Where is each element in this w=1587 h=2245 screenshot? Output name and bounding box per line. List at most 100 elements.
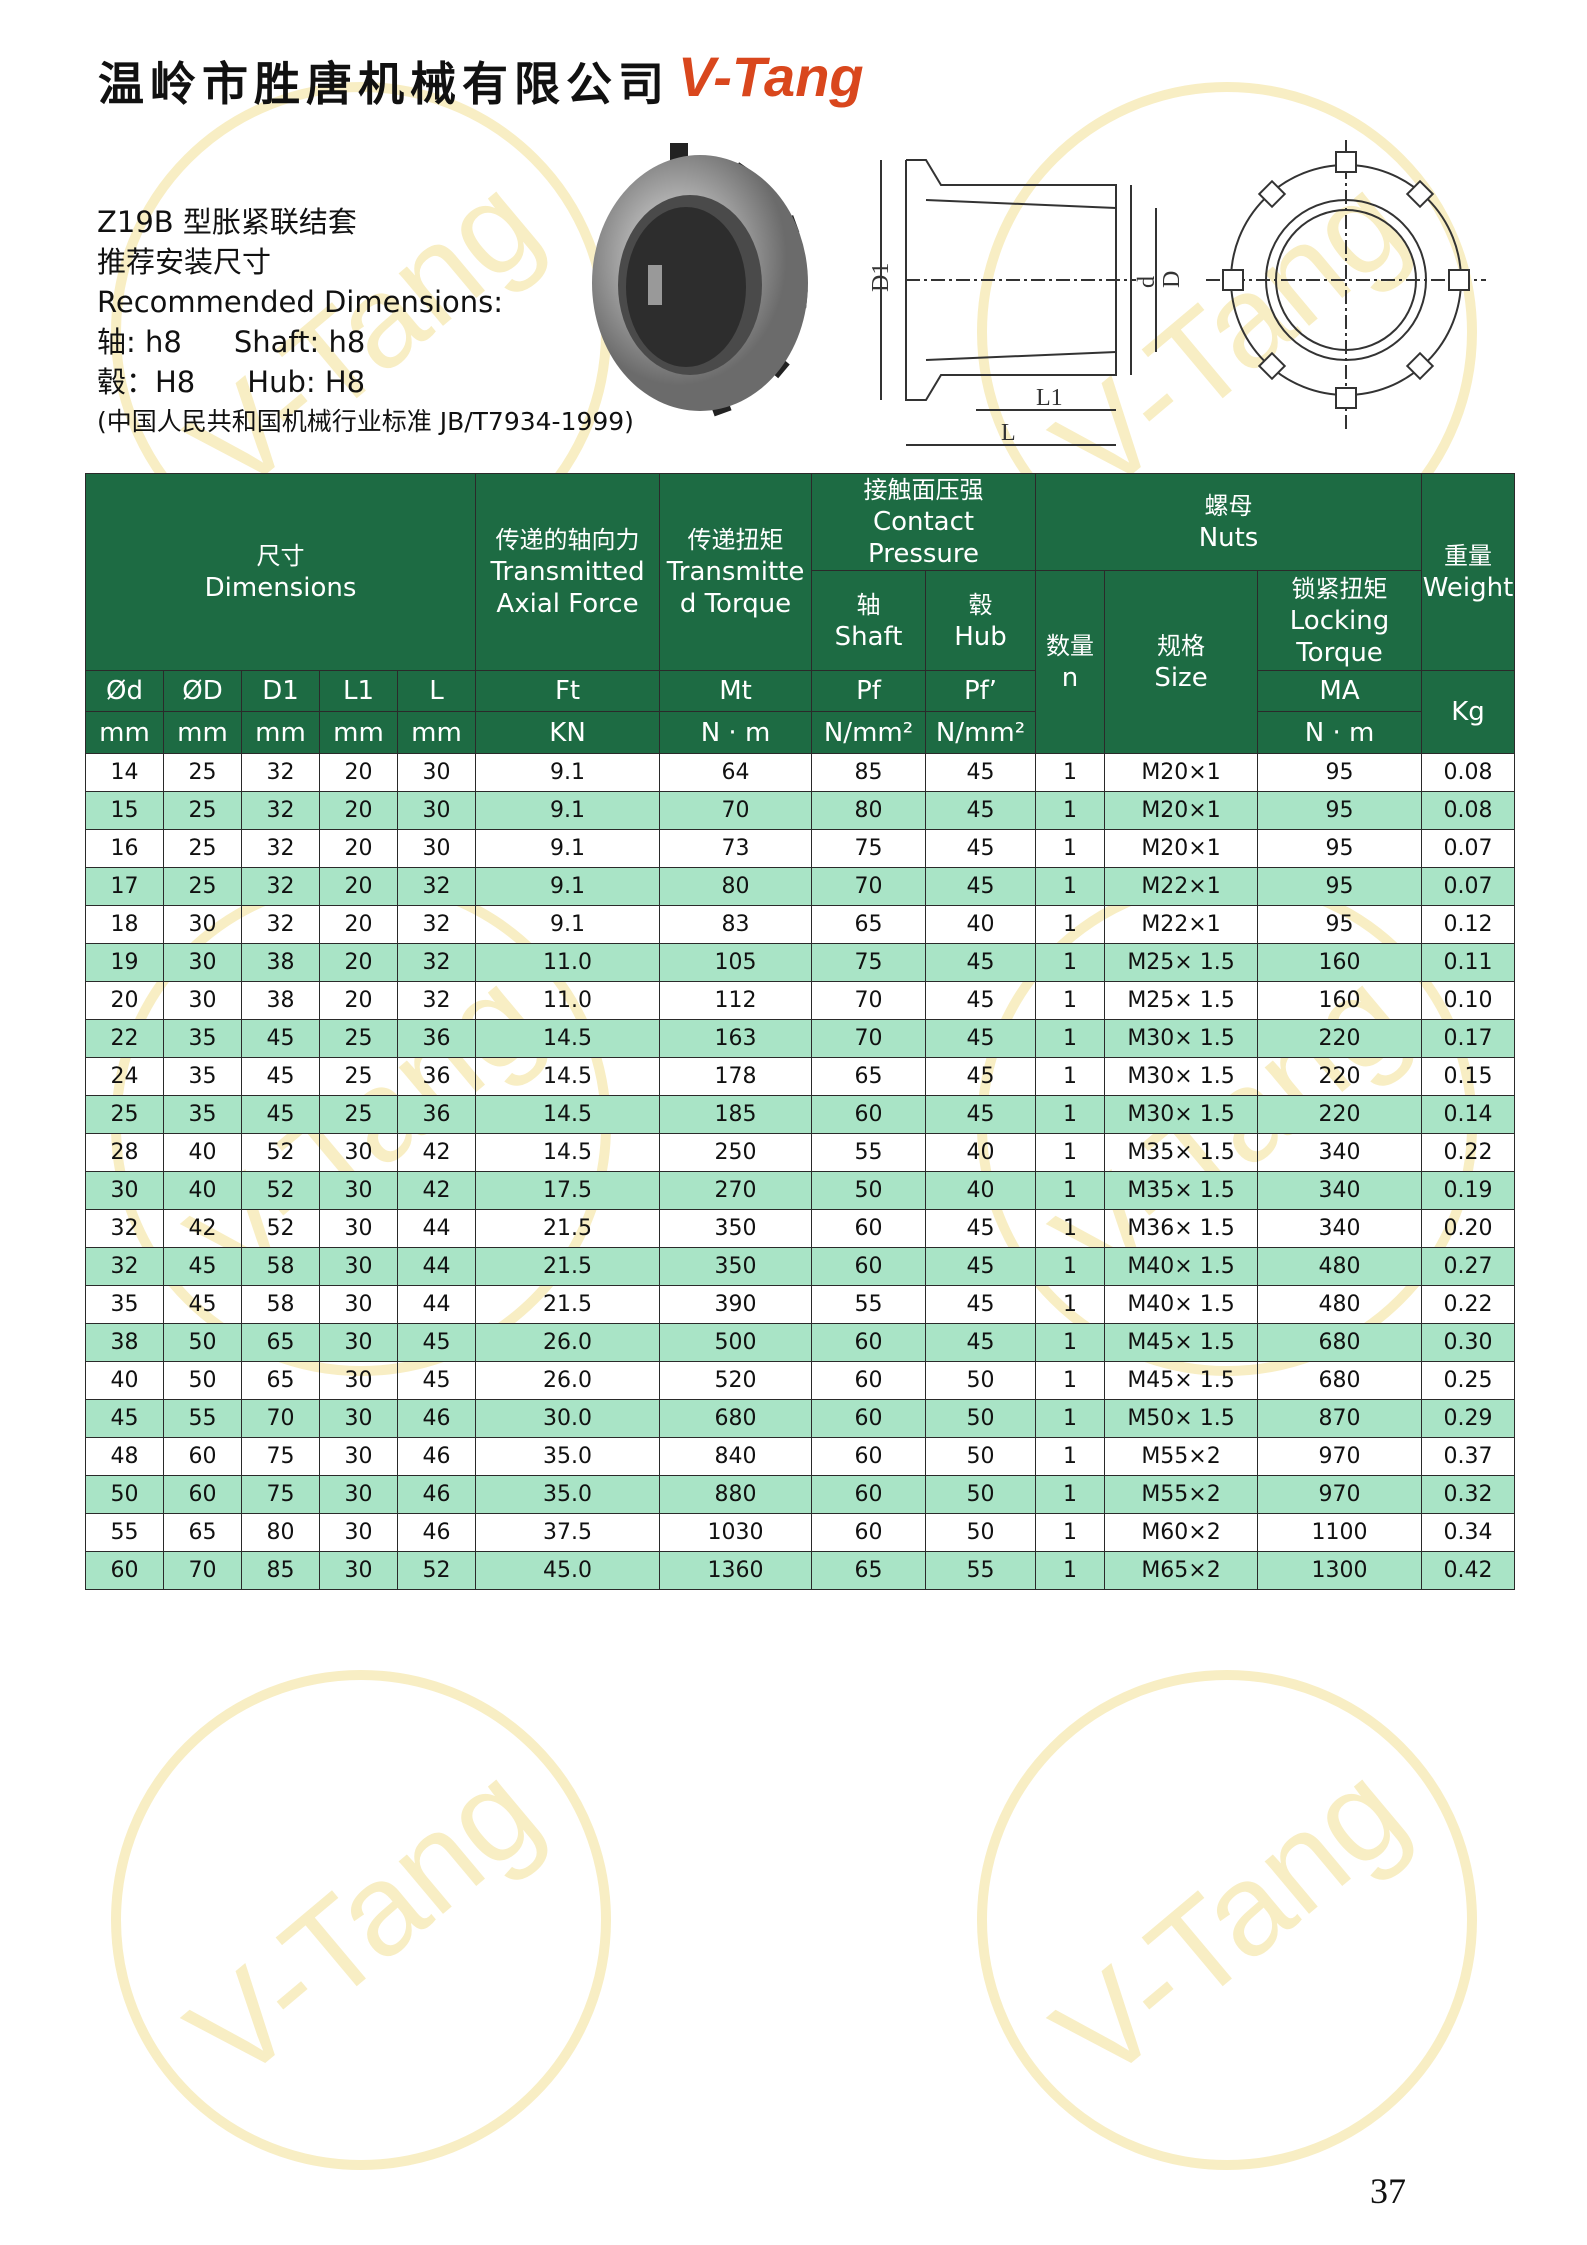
table-cell: 26.0 [475, 1361, 661, 1400]
column-unit: Kg [1421, 670, 1516, 754]
column-symbol: Pf [811, 670, 927, 712]
table-row: 60 70 85 30 52 45.0 1360 65 55 1 M65×2 1300 0.42 [85, 1551, 1516, 1590]
table-cell: 45 [925, 1057, 1037, 1096]
table-row: 50 60 75 30 46 35.0 880 60 50 1 M55×2 970 0.32 [85, 1475, 1516, 1514]
table-cell: M22×1 [1104, 905, 1259, 944]
table-cell: M30× 1.5 [1104, 1095, 1259, 1134]
header-line: Size [1154, 663, 1208, 693]
header-line: 规格 [1157, 632, 1206, 660]
table-cell: 60 [811, 1513, 927, 1552]
table-cell: M20×1 [1104, 791, 1259, 830]
table-cell: 220 [1257, 1019, 1423, 1058]
table-cell: 45 [396, 1361, 477, 1400]
table-cell: M45× 1.5 [1104, 1323, 1259, 1362]
table-cell: 95 [1257, 905, 1423, 944]
table-cell: 40 [925, 1133, 1037, 1172]
header-cell: 锁紧扭矩 Locking Torque [1257, 570, 1423, 671]
table-cell: 40 [85, 1361, 164, 1400]
table-cell: 25 [163, 867, 242, 906]
table-cell: 70 [659, 791, 813, 830]
table-cell: 0.30 [1421, 1323, 1516, 1362]
table-cell: 30 [319, 1361, 398, 1400]
header-cell: 螺母 Nuts [1035, 473, 1423, 571]
table-cell: 30 [319, 1323, 398, 1362]
table-cell: 0.22 [1421, 1285, 1516, 1324]
table-cell: 37.5 [475, 1513, 661, 1552]
table-cell: 9.1 [475, 867, 661, 906]
table-cell: 32 [241, 753, 320, 792]
header-cell: 传递的轴向力 Transmitted Axial Force [475, 473, 661, 671]
table-cell: 0.15 [1421, 1057, 1516, 1096]
tolerance: Hub: H8 [247, 365, 366, 399]
table-cell: 50 [925, 1399, 1037, 1438]
table-cell: 46 [396, 1475, 477, 1514]
table-row: 22 35 45 25 36 14.5 163 70 45 1 M30× 1.5 220 0.17 [85, 1019, 1516, 1058]
table-cell: 95 [1257, 753, 1423, 792]
table-cell: 250 [659, 1133, 813, 1172]
table-cell: 65 [163, 1513, 242, 1552]
column-symbol: L [396, 670, 477, 712]
table-cell: 0.19 [1421, 1171, 1516, 1210]
column-unit: KN [475, 711, 661, 754]
table-cell: 30 [319, 1551, 398, 1590]
table-cell: 45.0 [475, 1551, 661, 1590]
header-line: 传递的轴向力 [495, 526, 640, 554]
header-line: Pressure [868, 539, 980, 569]
header-cell: 数量 n [1035, 570, 1106, 754]
table-body: 14 25 32 20 30 9.1 64 85 45 1 M20×1 95 0.08 15 25 32 20 3… [85, 753, 1516, 1590]
table-cell: 30 [85, 1171, 164, 1210]
table-cell: M35× 1.5 [1104, 1133, 1259, 1172]
tolerance: 毂：H8 [97, 365, 196, 399]
table-cell: 30 [319, 1209, 398, 1248]
table-cell: 55 [163, 1399, 242, 1438]
table-row: 32 45 58 30 44 21.5 350 60 45 1 M40× 1.5 480 0.27 [85, 1247, 1516, 1286]
table-cell: 44 [396, 1209, 477, 1248]
table-cell: M30× 1.5 [1104, 1057, 1259, 1096]
table-cell: 50 [163, 1361, 242, 1400]
table-cell: 32 [241, 791, 320, 830]
column-symbol: D1 [241, 670, 320, 712]
table-row: 48 60 75 30 46 35.0 840 60 50 1 M55×2 970 0.37 [85, 1437, 1516, 1476]
table-cell: 1 [1035, 1209, 1106, 1248]
table-cell: 25 [163, 791, 242, 830]
header-line: Shaft [834, 621, 903, 652]
table-cell: 95 [1257, 867, 1423, 906]
table-cell: 25 [319, 1095, 398, 1134]
table-cell: 75 [241, 1475, 320, 1514]
table-cell: 45 [163, 1247, 242, 1286]
table-cell: 85 [241, 1551, 320, 1590]
table-cell: 18 [85, 905, 164, 944]
table-cell: 30 [319, 1437, 398, 1476]
table-cell: 17.5 [475, 1171, 661, 1210]
table-cell: 75 [811, 943, 927, 982]
table-cell: 520 [659, 1361, 813, 1400]
header-cell: 接触面压强 Contact Pressure [811, 473, 1037, 571]
column-symbol: ØD [163, 670, 242, 712]
table-cell: 1 [1035, 1475, 1106, 1514]
table-cell: 75 [811, 829, 927, 868]
table-cell: 36 [396, 1095, 477, 1134]
table-cell: 64 [659, 753, 813, 792]
table-cell: 60 [163, 1475, 242, 1514]
table-row: 24 35 45 25 36 14.5 178 65 45 1 M30× 1.5 220 0.15 [85, 1057, 1516, 1096]
table-cell: M20×1 [1104, 829, 1259, 868]
table-row: 28 40 52 30 42 14.5 250 55 40 1 M35× 1.5 340 0.22 [85, 1133, 1516, 1172]
table-cell: 25 [85, 1095, 164, 1134]
table-cell: 45 [925, 943, 1037, 982]
header-line: Hub [954, 621, 1007, 652]
standard: (中国人民共和国机械行业标准 JB/T7934-1999) [97, 407, 634, 436]
table-cell: 70 [811, 981, 927, 1020]
table-cell: 55 [811, 1133, 927, 1172]
table-cell: 46 [396, 1399, 477, 1438]
table-cell: 1 [1035, 1171, 1106, 1210]
table-cell: 30 [319, 1475, 398, 1514]
table-cell: 75 [241, 1437, 320, 1476]
table-cell: 45 [85, 1399, 164, 1438]
table-cell: 480 [1257, 1285, 1423, 1324]
table-cell: 1 [1035, 1095, 1106, 1134]
header-line: 螺母 [1204, 492, 1253, 520]
table-cell: 45 [925, 981, 1037, 1020]
table-cell: 55 [811, 1285, 927, 1324]
table-cell: 45 [925, 867, 1037, 906]
table-cell: 9.1 [475, 829, 661, 868]
